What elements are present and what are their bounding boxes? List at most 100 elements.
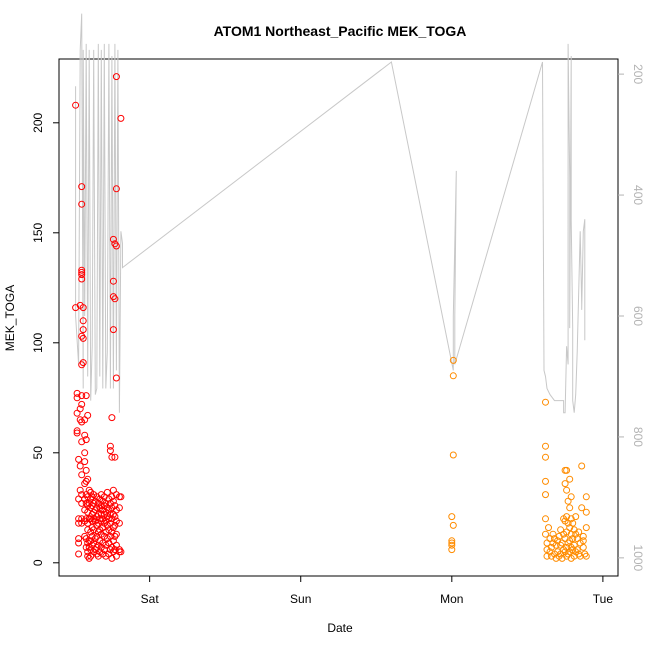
data-point <box>449 521 457 529</box>
data-point <box>84 475 92 483</box>
data-point <box>79 334 87 342</box>
data-point <box>78 200 86 208</box>
data-point <box>448 537 456 545</box>
y-tick-label: 100 <box>31 332 45 352</box>
x-tick-label: Sat <box>141 592 160 606</box>
data-point <box>582 493 590 501</box>
data-point <box>448 513 456 521</box>
data-point <box>82 515 90 523</box>
y2-tick-label: 400 <box>631 185 645 205</box>
data-point <box>563 486 571 494</box>
data-point <box>73 427 81 435</box>
data-point <box>578 504 586 512</box>
data-point <box>75 455 83 463</box>
x-tick-label: Mon <box>440 592 463 606</box>
data-point <box>81 431 89 439</box>
y-axis-label: MEK_TOGA <box>3 285 17 351</box>
data-point <box>552 541 560 549</box>
data-point <box>575 528 583 536</box>
data-point <box>109 277 117 285</box>
data-point <box>81 449 89 457</box>
data-point <box>572 513 580 521</box>
y2-tick-label: 200 <box>631 64 645 84</box>
data-point <box>109 235 117 243</box>
data-point <box>79 304 87 312</box>
data-point <box>111 453 119 461</box>
data-point <box>78 392 86 400</box>
data-point <box>567 493 575 501</box>
data-point <box>112 530 120 538</box>
y-tick-label: 0 <box>31 559 45 566</box>
data-point <box>448 539 456 547</box>
data-point <box>579 532 587 540</box>
data-point <box>79 326 87 334</box>
data-point <box>84 411 92 419</box>
data-point <box>115 519 123 527</box>
data-point <box>75 539 83 547</box>
data-point <box>117 493 125 501</box>
data-point <box>78 266 86 274</box>
data-point <box>573 546 581 554</box>
data-point <box>579 537 587 545</box>
scatter-points-layer <box>72 73 590 562</box>
data-point <box>76 405 84 413</box>
axes-layer: Sat Sun Mon Tue 0 50 100 150 200 200 400 600 800 1000 <box>31 64 645 606</box>
chart-title: ATOM1 Northeast_Pacific MEK_TOGA <box>214 23 467 39</box>
data-point <box>582 508 590 516</box>
data-point <box>542 477 549 485</box>
data-point <box>115 504 123 512</box>
data-point <box>542 515 549 523</box>
data-point <box>109 486 117 494</box>
data-point <box>449 372 457 380</box>
data-point <box>78 275 86 283</box>
y2-tick-label: 800 <box>631 427 645 447</box>
data-point <box>542 442 549 450</box>
data-point <box>111 513 119 521</box>
x-axis-label: Date <box>327 621 353 635</box>
data-point <box>112 374 120 382</box>
data-point <box>112 73 120 81</box>
data-point <box>79 317 87 325</box>
data-point <box>73 429 81 437</box>
x-tick-label: Sun <box>290 592 311 606</box>
data-point <box>82 392 90 400</box>
data-point <box>448 541 456 549</box>
data-point <box>76 486 84 494</box>
data-point <box>542 398 549 406</box>
data-point <box>105 515 113 523</box>
data-point <box>78 400 86 408</box>
right-axis-line-layer <box>75 13 586 414</box>
data-point <box>449 356 457 364</box>
data-point <box>75 535 83 543</box>
data-point <box>79 359 87 367</box>
data-point <box>563 466 571 474</box>
data-point <box>449 451 457 459</box>
x-tick-label: Tue <box>593 592 614 606</box>
data-point <box>75 550 83 558</box>
data-point <box>549 530 557 538</box>
data-point <box>566 475 574 483</box>
data-point <box>108 414 116 422</box>
y-tick-label: 50 <box>31 446 45 460</box>
data-point <box>569 519 577 527</box>
data-point <box>108 453 116 461</box>
data-point <box>542 530 549 538</box>
data-point <box>582 552 590 560</box>
y2-tick-label: 600 <box>631 306 645 326</box>
data-point <box>106 442 114 450</box>
y-tick-label: 200 <box>31 112 45 132</box>
y2-tick-label: 1000 <box>631 545 645 572</box>
data-point <box>542 491 549 499</box>
data-point <box>82 436 90 444</box>
data-point <box>82 466 90 474</box>
data-point <box>72 101 80 109</box>
data-point <box>117 548 125 556</box>
data-point <box>545 524 552 532</box>
data-point <box>109 326 117 334</box>
data-point <box>76 462 84 470</box>
data-point <box>78 183 86 191</box>
data-point <box>78 471 86 479</box>
data-point <box>81 458 89 466</box>
